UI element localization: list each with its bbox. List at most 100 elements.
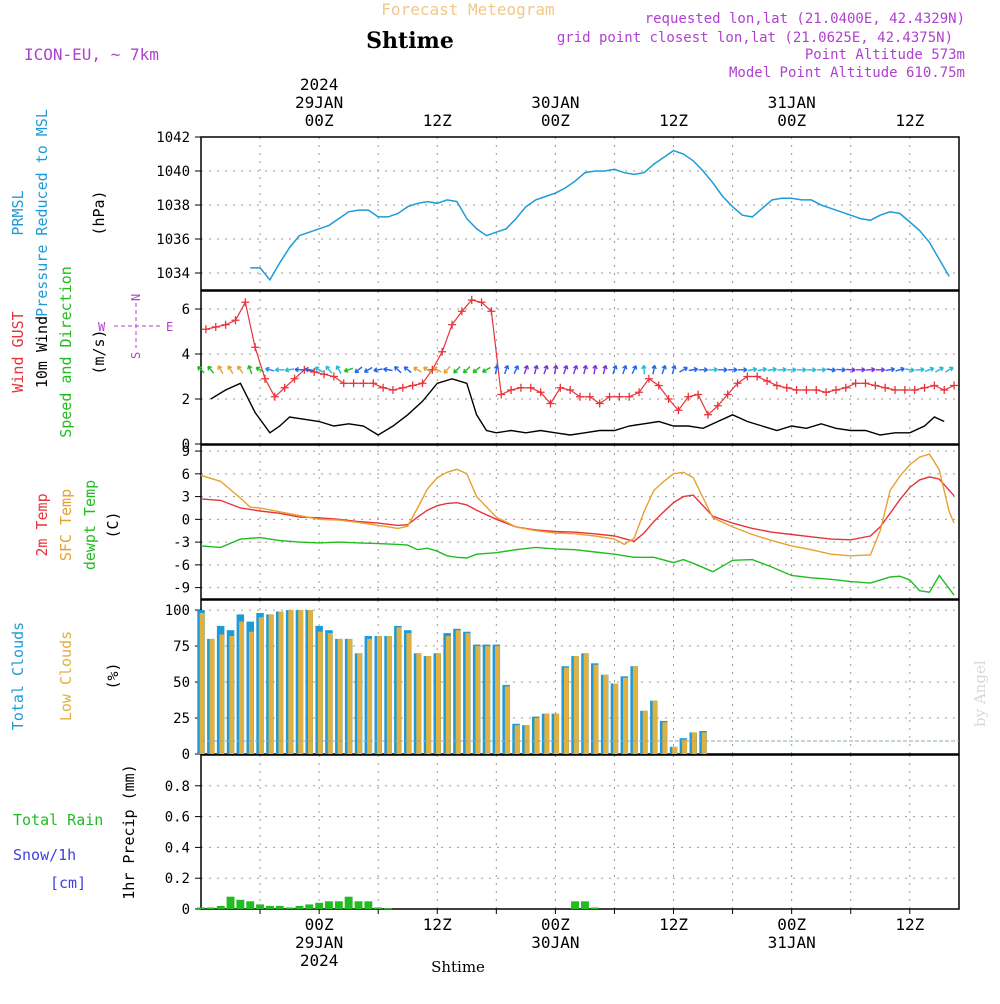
low-cloud-bar bbox=[258, 617, 264, 754]
gust-marker bbox=[251, 343, 260, 352]
low-cloud-bar bbox=[219, 634, 225, 754]
watermark: by Angel bbox=[971, 660, 989, 727]
low-cloud-bar bbox=[426, 656, 431, 754]
bottom-time-label: 2024 bbox=[300, 951, 339, 970]
wind-direction-arrow bbox=[335, 365, 342, 374]
rain-bar bbox=[325, 901, 333, 909]
pressure-line bbox=[250, 149, 950, 282]
precip-ytick-label: 0.2 bbox=[165, 871, 190, 887]
rain-bar bbox=[384, 908, 392, 910]
gust-marker bbox=[635, 388, 644, 397]
precip-ytick-label: 0.4 bbox=[165, 840, 190, 856]
gust-marker bbox=[841, 383, 850, 392]
top-time-label: 12Z bbox=[423, 111, 452, 130]
gust-marker bbox=[940, 386, 949, 394]
gust-marker bbox=[438, 347, 447, 356]
low-cloud-bar bbox=[317, 631, 323, 754]
wind-direction-arrow bbox=[572, 364, 579, 375]
gust-marker bbox=[694, 390, 703, 399]
rain-bar bbox=[236, 899, 245, 909]
gust-marker bbox=[831, 386, 840, 394]
wind-label: 10m Wind bbox=[33, 316, 51, 388]
low-cloud-bar bbox=[455, 630, 461, 754]
temperature-ytick-label: 3 bbox=[182, 490, 190, 506]
wind-direction-arrow bbox=[602, 364, 608, 375]
rain-bar bbox=[275, 905, 284, 909]
rain-bar bbox=[334, 901, 343, 909]
low-cloud-bar bbox=[298, 610, 304, 754]
temperature-label: dewpt Temp bbox=[81, 480, 99, 570]
gust-marker bbox=[674, 406, 683, 415]
wind-direction-arrow bbox=[284, 367, 295, 373]
precip-frame bbox=[200, 754, 960, 910]
low-cloud-bar bbox=[465, 633, 471, 754]
rain-bar bbox=[226, 896, 235, 909]
low-cloud-bar bbox=[308, 610, 313, 754]
wind-compass-icon: W E N S bbox=[98, 294, 173, 359]
low-cloud-bar bbox=[209, 638, 215, 754]
wind-direction-arrow bbox=[816, 367, 827, 373]
wind-direction-arrow bbox=[757, 366, 767, 373]
wind-direction-arrow bbox=[875, 367, 886, 373]
wind-ytick-label: 6 bbox=[182, 302, 190, 318]
gust-marker bbox=[536, 388, 545, 397]
compass-east: E bbox=[166, 320, 173, 334]
gust-marker bbox=[733, 379, 742, 388]
gust-marker bbox=[910, 386, 919, 394]
gust-marker bbox=[221, 320, 230, 329]
snow-label: Snow/1h bbox=[13, 846, 76, 864]
gust-marker bbox=[654, 381, 663, 390]
rain-bar bbox=[266, 905, 274, 909]
low-cloud-bar bbox=[554, 713, 559, 754]
rain-bar bbox=[285, 907, 294, 909]
rain-bar bbox=[305, 904, 314, 909]
wind-direction-arrow bbox=[924, 366, 935, 372]
gust-marker bbox=[792, 386, 801, 394]
clouds-label: Low Clouds bbox=[57, 631, 75, 721]
clouds-ytick-label: 0 bbox=[182, 747, 190, 763]
gust-marker bbox=[477, 298, 486, 307]
low-cloud-bar bbox=[337, 638, 343, 754]
low-cloud-bar bbox=[357, 653, 363, 754]
gust-marker bbox=[566, 386, 575, 394]
wind-direction-arrow bbox=[641, 364, 647, 375]
wind-direction-arrow bbox=[582, 364, 588, 375]
pressure-ytick-label: 1036 bbox=[156, 232, 190, 248]
wind-direction-arrow bbox=[481, 366, 491, 373]
requested-coords: requested lon,lat (21.0400E, 42.4329N) bbox=[645, 11, 965, 27]
gust-marker bbox=[487, 307, 496, 316]
wind-label: Wind GUST bbox=[9, 311, 27, 392]
low-cloud-bar bbox=[603, 674, 609, 754]
gust-marker bbox=[812, 386, 821, 394]
low-cloud-bar bbox=[475, 646, 481, 754]
bottom-time-label: 00Z bbox=[305, 915, 334, 934]
wind-direction-arrow bbox=[274, 367, 285, 373]
low-cloud-bar bbox=[406, 633, 412, 754]
wind-direction-arrow bbox=[314, 366, 324, 373]
gust-marker bbox=[418, 379, 427, 388]
wind-direction-arrow bbox=[846, 367, 856, 373]
gust-marker bbox=[861, 379, 870, 388]
gust-marker bbox=[556, 383, 565, 392]
wind-ytick-label: 0 bbox=[182, 437, 190, 453]
low-cloud-bar bbox=[386, 636, 392, 754]
wind-direction-arrow bbox=[895, 366, 905, 372]
temperature-label: SFC Temp bbox=[57, 489, 75, 561]
rain-bar bbox=[315, 902, 324, 909]
low-cloud-bar bbox=[514, 725, 520, 754]
low-cloud-bar bbox=[396, 627, 402, 754]
rain-bar bbox=[344, 896, 353, 909]
wind-direction-arrow bbox=[373, 367, 383, 373]
rain-bar bbox=[571, 901, 579, 909]
wind-direction-arrow bbox=[453, 366, 461, 374]
wind-direction-arrow bbox=[806, 367, 817, 373]
gust-marker bbox=[713, 401, 722, 410]
low-cloud-bar bbox=[682, 739, 687, 754]
point-altitude: Point Altitude 573m bbox=[805, 47, 965, 63]
gust-marker bbox=[526, 383, 535, 392]
wind-ytick-label: 2 bbox=[182, 392, 190, 408]
gust-marker bbox=[802, 386, 811, 394]
low-cloud-bar bbox=[485, 646, 491, 754]
wind-direction-arrow bbox=[394, 365, 402, 374]
